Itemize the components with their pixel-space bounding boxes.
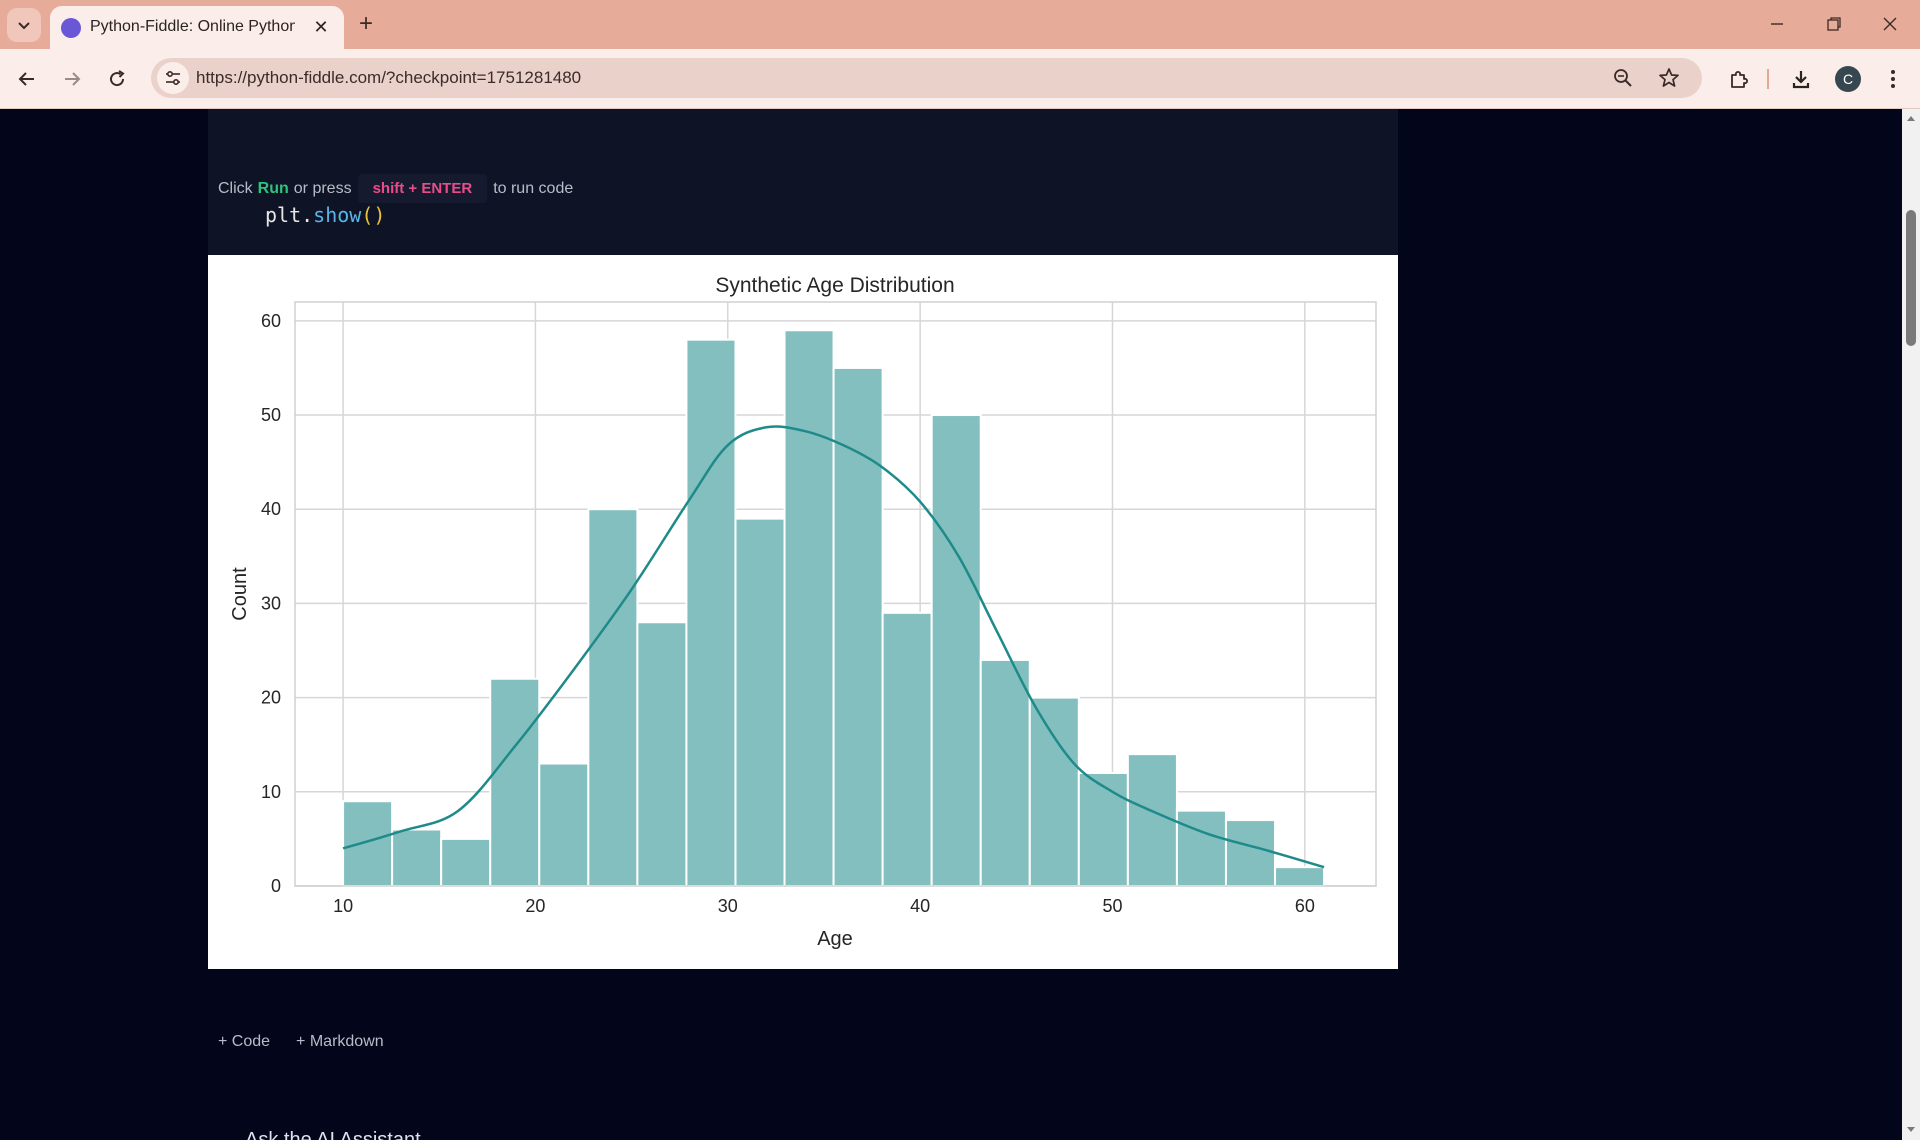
add-code-cell-button[interactable]: + Code <box>218 1033 271 1050</box>
scroll-up-arrow-icon[interactable] <box>1906 113 1916 123</box>
puzzle-icon <box>1731 71 1748 88</box>
code-function: show <box>313 203 362 227</box>
histogram-bar <box>685 338 737 887</box>
y-tick-label: 30 <box>261 593 281 613</box>
code-parens: () <box>361 203 386 227</box>
close-icon: ✕ <box>313 16 329 37</box>
y-tick-label: 60 <box>261 311 281 331</box>
histogram-bar <box>636 621 688 887</box>
histogram-bar <box>489 677 541 887</box>
histogram-bar <box>1274 866 1326 888</box>
histogram-bar <box>1126 753 1178 887</box>
toolbar-separator <box>1767 69 1769 89</box>
scroll-thumb[interactable] <box>1906 210 1916 346</box>
arrow-right-icon <box>65 72 81 86</box>
tab-search-button[interactable] <box>7 8 41 42</box>
histogram-bar <box>538 762 590 888</box>
histogram-bar <box>391 828 443 888</box>
y-tick-label: 10 <box>261 782 281 802</box>
x-axis-label: Age <box>817 928 853 950</box>
histogram-bar <box>1224 819 1277 887</box>
histogram-bar <box>783 329 835 888</box>
run-hint-suffix: to run code <box>493 179 574 197</box>
page-scrollbar[interactable] <box>1902 109 1920 1140</box>
histogram-chart: 10 20 30 40 50 60 0 10 20 30 40 50 60 Synthetic Age … <box>229 274 1377 950</box>
scroll-down-arrow-icon[interactable] <box>1906 1125 1916 1135</box>
y-tick-label: 0 <box>271 876 281 896</box>
run-hint: Click Run or press shift + ENTER to run … <box>218 174 573 203</box>
profile-avatar[interactable]: C <box>1835 66 1861 92</box>
histogram-bar <box>587 508 639 887</box>
tab-title: Python-Fiddle: Online Python IDE <box>90 18 295 35</box>
notebook-page: plt.show() Click Run or press shift + EN… <box>0 109 1902 1140</box>
tab-close-button[interactable]: ✕ <box>306 12 336 42</box>
histogram-bar <box>1028 696 1080 888</box>
tune-icon <box>166 70 180 86</box>
python-fiddle-favicon-icon <box>61 18 81 38</box>
run-hint-middle: or press <box>293 179 352 197</box>
reload-icon <box>110 70 125 87</box>
histogram-bar <box>979 658 1031 887</box>
arrow-left-icon <box>18 72 34 86</box>
y-axis-label: Count <box>229 567 251 621</box>
cell-actions: + Code + Markdown <box>218 1033 384 1051</box>
code-object: plt. <box>265 203 314 227</box>
browser-toolbar: https://python-fiddle.com/?checkpoint=17… <box>0 49 1920 109</box>
window-close-button[interactable] <box>1871 8 1909 40</box>
reload-button[interactable] <box>100 62 134 96</box>
y-tick-label: 50 <box>261 405 281 425</box>
histogram-bar <box>832 366 884 887</box>
histogram-bar <box>930 414 982 887</box>
new-tab-button[interactable]: + <box>350 8 382 40</box>
browser-tab-bar: Python-Fiddle: Online Python IDE ✕ + <box>0 0 1920 49</box>
histogram-bar <box>1077 771 1129 887</box>
download-icon <box>1792 71 1810 89</box>
shortcut-badge: shift + ENTER <box>357 174 488 203</box>
histogram-bar <box>342 800 394 888</box>
downloads-button[interactable] <box>1784 62 1818 96</box>
add-markdown-cell-button[interactable]: + Markdown <box>296 1033 384 1050</box>
url-text[interactable]: https://python-fiddle.com/?checkpoint=17… <box>196 68 582 87</box>
chevron-down-icon <box>18 22 30 30</box>
window-restore-button[interactable] <box>1815 8 1853 40</box>
extensions-button[interactable] <box>1722 62 1756 96</box>
x-tick-label: 30 <box>718 896 738 916</box>
site-info-button[interactable] <box>157 62 189 94</box>
kde-curve <box>342 425 1325 869</box>
more-vertical-icon <box>1891 70 1895 88</box>
plot-frame <box>294 301 1377 887</box>
histogram-bar <box>881 611 933 887</box>
browser-menu-button[interactable] <box>1876 62 1910 96</box>
histogram-bar <box>1175 809 1227 887</box>
restore-icon <box>1827 17 1841 31</box>
window-minimize-button[interactable] <box>1758 8 1796 40</box>
close-icon <box>1883 17 1897 31</box>
x-tick-label: 50 <box>1102 896 1122 916</box>
x-tick-label: 20 <box>525 896 545 916</box>
run-link[interactable]: Run <box>257 179 289 197</box>
x-tick-label: 40 <box>910 896 930 916</box>
plot-output: 10 20 30 40 50 60 0 10 20 30 40 50 60 Synthetic Age … <box>208 255 1398 969</box>
histogram-bar <box>734 517 786 887</box>
minimize-icon <box>1771 23 1783 25</box>
bookmark-star-icon[interactable] <box>1657 66 1681 90</box>
y-tick-label: 20 <box>261 688 281 708</box>
histogram-bar <box>440 837 492 887</box>
chart-title: Synthetic Age Distribution <box>715 274 954 297</box>
code-line[interactable]: plt.show() <box>265 203 385 227</box>
x-tick-label: 10 <box>333 896 353 916</box>
y-tick-label: 40 <box>261 499 281 519</box>
ai-assistant-heading: Ask the AI Assistant <box>245 1129 421 1140</box>
active-tab[interactable]: Python-Fiddle: Online Python IDE ✕ <box>50 6 344 49</box>
plus-icon: + <box>358 10 373 37</box>
forward-button[interactable] <box>55 62 89 96</box>
x-tick-label: 60 <box>1295 896 1315 916</box>
back-button[interactable] <box>10 62 44 96</box>
run-hint-prefix: Click <box>218 179 253 197</box>
address-bar[interactable]: https://python-fiddle.com/?checkpoint=17… <box>151 58 1702 98</box>
zoom-out-icon[interactable] <box>1611 66 1635 90</box>
